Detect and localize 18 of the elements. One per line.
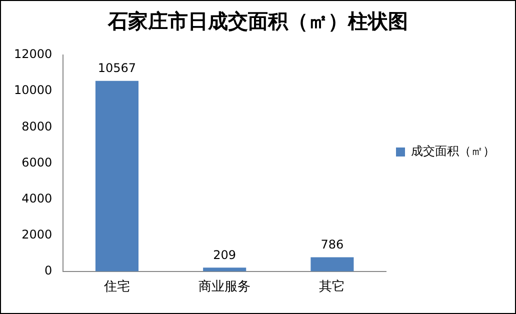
y-tick-label: 2000 bbox=[22, 227, 52, 242]
y-tick-label: 0 bbox=[44, 264, 52, 278]
y-tick-label: 4000 bbox=[22, 191, 52, 206]
data-label: 10567 bbox=[98, 60, 136, 75]
bar bbox=[203, 268, 246, 272]
chart-title: 石家庄市日成交面积（㎡）柱状图 bbox=[107, 9, 408, 34]
x-tick-label: 商业服务 bbox=[198, 280, 251, 295]
legend-label: 成交面积（㎡） bbox=[411, 144, 495, 158]
x-tick-label: 住宅 bbox=[102, 278, 130, 295]
x-tick-label: 其它 bbox=[319, 278, 346, 295]
y-tick-label: 6000 bbox=[22, 155, 52, 170]
y-tick-label: 10000 bbox=[14, 83, 52, 98]
y-tick-label: 8000 bbox=[22, 119, 52, 134]
y-tick-label: 12000 bbox=[14, 47, 52, 62]
data-label: 786 bbox=[320, 237, 344, 252]
bar bbox=[95, 80, 138, 272]
data-label: 209 bbox=[213, 248, 236, 262]
bar bbox=[310, 257, 354, 272]
